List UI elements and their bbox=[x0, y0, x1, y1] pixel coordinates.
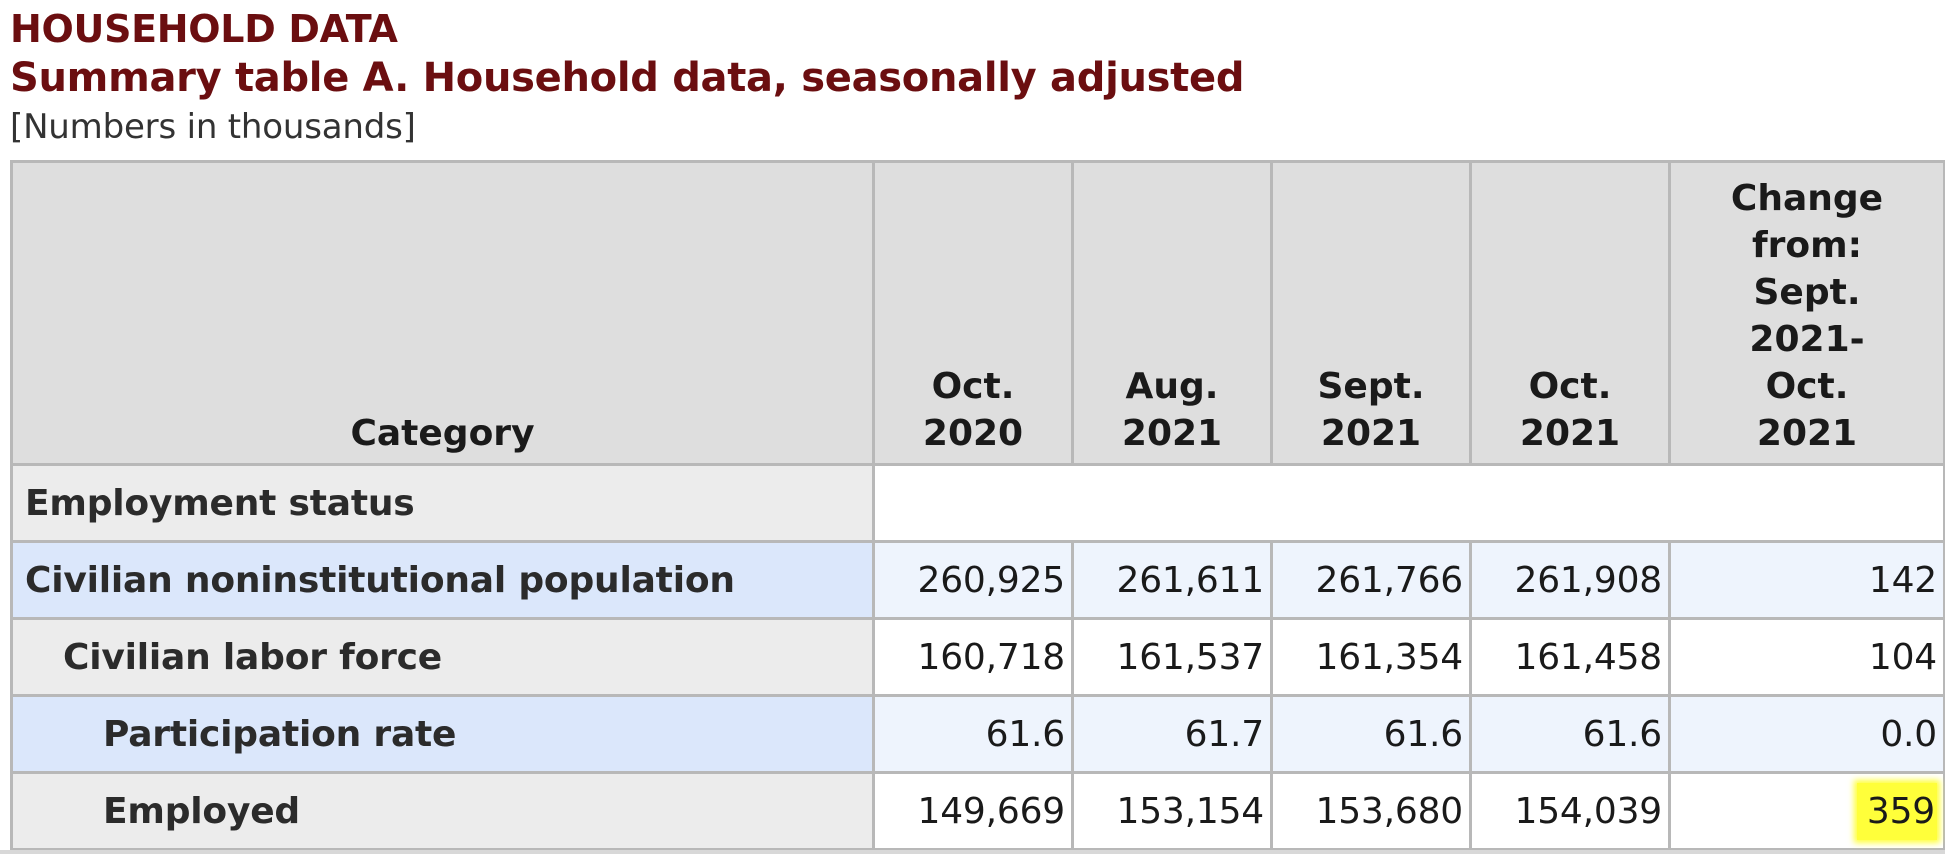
row-label: Civilian labor force bbox=[10, 617, 875, 697]
table-cell: 142 bbox=[1668, 540, 1945, 620]
page: HOUSEHOLD DATA Summary table A. Househol… bbox=[10, 6, 1945, 851]
table-cell: 61.6 bbox=[872, 694, 1074, 774]
table-cell: 0.0 bbox=[1668, 694, 1945, 774]
table-cell: 160,718 bbox=[872, 617, 1074, 697]
table-cell: 154,039 bbox=[1469, 771, 1671, 851]
column-header-sept-2021: Sept. 2021 bbox=[1270, 160, 1472, 466]
table-row: Civilian labor force 160,718 161,537 161… bbox=[10, 617, 1945, 697]
section-blank-cell bbox=[872, 463, 1945, 543]
table-row: Participation rate 61.6 61.7 61.6 61.6 0… bbox=[10, 694, 1945, 774]
table-cell: 61.6 bbox=[1469, 694, 1671, 774]
table-cell: 161,354 bbox=[1270, 617, 1472, 697]
units-note: [Numbers in thousands] bbox=[10, 107, 416, 147]
column-header-aug-2021: Aug. 2021 bbox=[1071, 160, 1273, 466]
column-header-oct-2021: Oct. 2021 bbox=[1469, 160, 1671, 466]
table-cell: 61.6 bbox=[1270, 694, 1472, 774]
column-header-change: Change from: Sept. 2021- Oct. 2021 bbox=[1668, 160, 1945, 466]
section-row: Employment status bbox=[10, 463, 1945, 543]
table-cell: 153,680 bbox=[1270, 771, 1472, 851]
table-cell: 153,154 bbox=[1071, 771, 1273, 851]
table-cell: 104 bbox=[1668, 617, 1945, 697]
table-cell: 61.7 bbox=[1071, 694, 1273, 774]
table-cell: 161,458 bbox=[1469, 617, 1671, 697]
row-label: Participation rate bbox=[10, 694, 875, 774]
highlighted-value: 359 bbox=[1856, 782, 1937, 840]
table-cell: 161,537 bbox=[1071, 617, 1273, 697]
table-edge-divider bbox=[0, 850, 1945, 854]
table-row: Civilian noninstitutional population 260… bbox=[10, 540, 1945, 620]
table-cell: 359 bbox=[1668, 771, 1945, 851]
table-cell: 261,766 bbox=[1270, 540, 1472, 620]
household-data-table: Category Oct. 2020 Aug. 2021 Sept. 2021 … bbox=[10, 160, 1945, 851]
row-label: Civilian noninstitutional population bbox=[10, 540, 875, 620]
table-cell: 261,908 bbox=[1469, 540, 1671, 620]
column-header-oct-2020: Oct. 2020 bbox=[872, 160, 1074, 466]
table-subtitle: Summary table A. Household data, seasona… bbox=[10, 55, 1245, 101]
table-cell: 260,925 bbox=[872, 540, 1074, 620]
row-label: Employed bbox=[10, 771, 875, 851]
section-label: Employment status bbox=[10, 463, 875, 543]
table-row: Employed 149,669 153,154 153,680 154,039… bbox=[10, 771, 1945, 851]
table-cell: 261,611 bbox=[1071, 540, 1273, 620]
header-row: Category Oct. 2020 Aug. 2021 Sept. 2021 … bbox=[10, 160, 1945, 466]
table-cell: 149,669 bbox=[872, 771, 1074, 851]
column-header-category: Category bbox=[10, 160, 875, 466]
page-title: HOUSEHOLD DATA bbox=[10, 7, 398, 51]
